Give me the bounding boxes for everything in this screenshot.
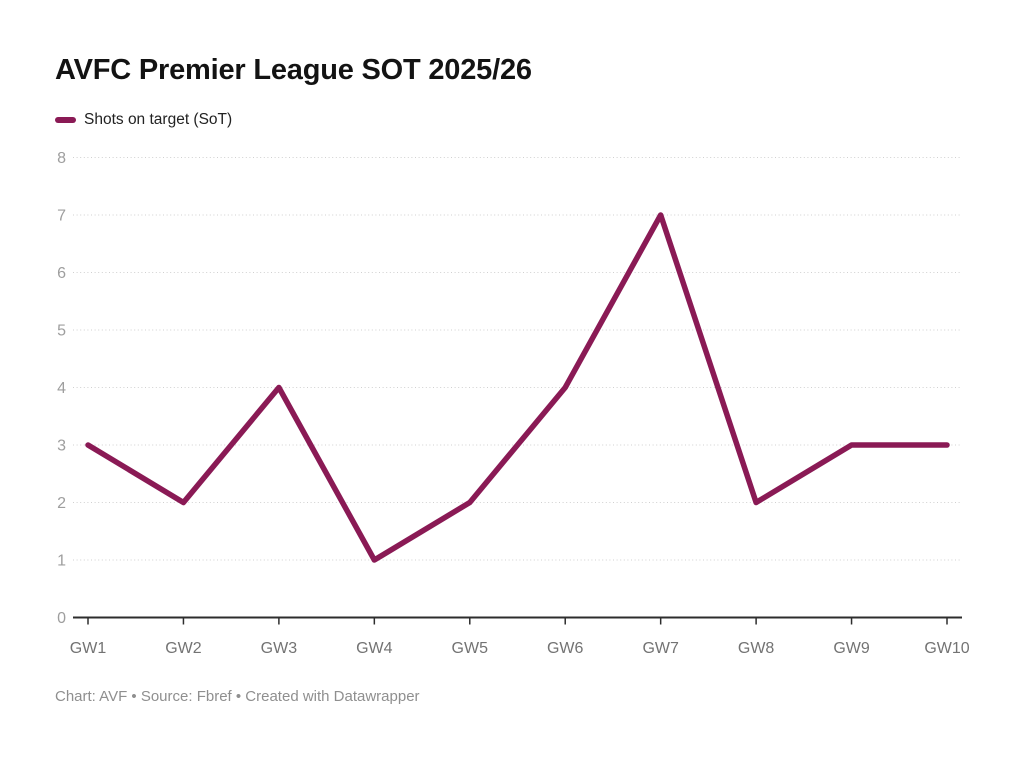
x-tick-label: GW2	[165, 640, 202, 657]
x-tick-label: GW3	[261, 640, 298, 657]
y-tick-label: 5	[57, 323, 66, 340]
attribution-footer: Chart: AVF • Source: Fbref • Created wit…	[55, 688, 420, 705]
y-tick-label: 1	[57, 553, 66, 570]
y-tick-label: 2	[57, 495, 66, 512]
legend: Shots on target (SoT)	[55, 111, 232, 129]
x-tick-label: GW8	[738, 640, 775, 657]
y-tick-label: 4	[57, 380, 66, 397]
gridlines	[73, 157, 962, 561]
x-tick-label: GW6	[547, 640, 584, 657]
legend-label: Shots on target (SoT)	[84, 111, 233, 128]
x-tick-label: GW5	[452, 640, 489, 657]
x-tick-label: GW9	[833, 640, 870, 657]
y-tick-label: 8	[57, 150, 66, 167]
x-tick-label: GW10	[924, 640, 969, 657]
x-tick-label: GW7	[642, 640, 679, 657]
y-tick-label: 7	[57, 208, 66, 225]
x-tick-label: GW4	[356, 640, 393, 657]
page-title: AVFC Premier League SOT 2025/26	[55, 54, 532, 86]
y-tick-label: 3	[57, 438, 66, 455]
x-tick-label: GW1	[70, 640, 107, 657]
y-tick-label: 0	[57, 610, 66, 627]
x-axis-labels: GW1 GW2 GW3 GW4 GW5 GW6 GW7 GW8 GW9 GW10	[70, 640, 970, 657]
y-axis-labels: 0 1 2 3 4 5 6 7 8	[57, 150, 66, 627]
x-axis	[73, 616, 962, 625]
y-tick-label: 6	[57, 265, 66, 282]
data-line[interactable]	[85, 212, 950, 563]
legend-swatch-icon	[55, 117, 76, 123]
